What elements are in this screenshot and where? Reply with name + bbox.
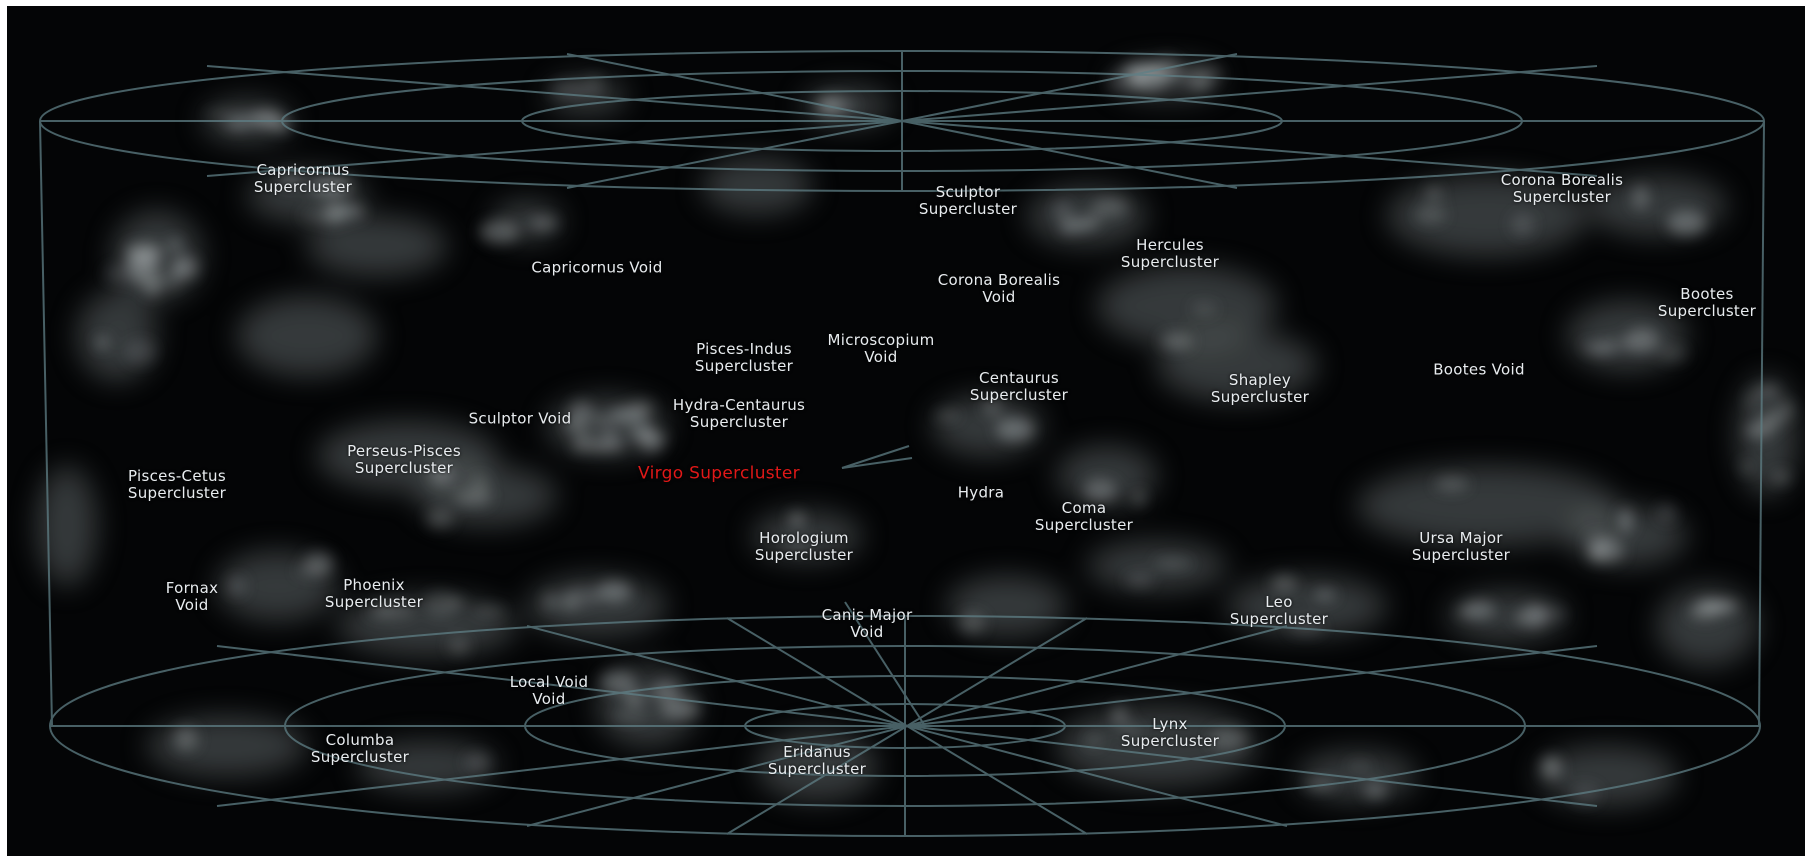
- label-line: Sculptor Void: [468, 409, 572, 428]
- label-pisces-indus-supercluster: Pisces-Indus Supercluster: [695, 341, 793, 375]
- label-leo-supercluster: Leo Supercluster: [1230, 594, 1328, 628]
- label-shapley-supercluster: Shapley Supercluster: [1211, 372, 1309, 406]
- label-line: Supercluster: [1120, 253, 1220, 271]
- label-line: Supercluster: [694, 357, 794, 375]
- label-line: Supercluster: [1512, 188, 1612, 206]
- label-line: Columba: [325, 731, 395, 749]
- label-local-void: Local Void Void: [510, 674, 589, 708]
- label-line: Microscopium: [827, 331, 935, 349]
- label-ursa-major-supercluster: Ursa Major Supercluster: [1412, 530, 1510, 564]
- label-line: Supercluster: [354, 459, 454, 477]
- label-columba-supercluster: Columba Supercluster: [311, 732, 409, 766]
- label-line: Supercluster: [1411, 546, 1511, 564]
- label-line: Coma: [1061, 499, 1107, 517]
- label-line: Corona Borealis: [1500, 171, 1624, 189]
- label-microscopium-void: Microscopium Void: [827, 332, 934, 366]
- label-fornax-void: Fornax Void: [166, 580, 219, 614]
- label-line: Lynx: [1152, 715, 1188, 733]
- label-bootes-supercluster: Bootes Supercluster: [1658, 286, 1756, 320]
- label-line: Capricornus: [256, 161, 350, 179]
- label-line: Bootes Void: [1433, 360, 1525, 379]
- label-line: Supercluster: [324, 593, 424, 611]
- label-lynx-supercluster: Lynx Supercluster: [1121, 716, 1219, 750]
- label-line: Pisces-Cetus: [128, 467, 226, 485]
- label-line: Canis Major: [821, 606, 913, 624]
- label-line: Supercluster: [310, 748, 410, 766]
- label-bootes-void: Bootes Void: [1433, 360, 1525, 379]
- label-line: Perseus-Pisces: [347, 442, 461, 460]
- label-line: Supercluster: [1657, 302, 1757, 320]
- label-sculptor-void: Sculptor Void: [468, 409, 572, 428]
- label-capricornus-void: Capricornus Void: [531, 258, 663, 277]
- label-line: Eridanus: [783, 743, 851, 761]
- label-line: Horologium: [759, 529, 849, 547]
- label-line: Local Void: [509, 673, 589, 691]
- label-line: Shapley: [1228, 371, 1292, 389]
- label-line: Supercluster: [1210, 388, 1310, 406]
- label-line: Corona Borealis: [937, 271, 1061, 289]
- wireframe-cylinder: [7, 6, 1805, 856]
- label-line: Hydra: [957, 483, 1005, 502]
- label-corona-borealis-supercluster: Corona Borealis Supercluster: [1501, 172, 1624, 206]
- label-line: Void: [982, 288, 1016, 306]
- label-corona-borealis-void: Corona Borealis Void: [938, 272, 1061, 306]
- label-line: Ursa Major: [1419, 529, 1503, 547]
- label-line: Centaurus: [979, 369, 1059, 387]
- label-line: Void: [864, 348, 898, 366]
- label-line: Virgo Supercluster: [638, 463, 800, 484]
- label-virgo-supercluster: Virgo Supercluster: [638, 463, 800, 484]
- label-line: Supercluster: [689, 413, 789, 431]
- label-centaurus-supercluster: Centaurus Supercluster: [970, 370, 1068, 404]
- label-perseus-pisces-supercluster: Perseus-Pisces Supercluster: [347, 443, 461, 477]
- label-line: Void: [532, 690, 566, 708]
- label-pisces-cetus-supercluster: Pisces-Cetus Supercluster: [128, 468, 226, 502]
- label-line: Supercluster: [1034, 516, 1134, 534]
- label-phoenix-supercluster: Phoenix Supercluster: [325, 577, 423, 611]
- label-line: Supercluster: [969, 386, 1069, 404]
- label-hydra-centaurus-supercluster: Hydra-Centaurus Supercluster: [673, 397, 805, 431]
- label-line: Supercluster: [127, 484, 227, 502]
- label-line: Phoenix: [343, 576, 405, 594]
- label-sculptor-supercluster: Sculptor Supercluster: [919, 184, 1017, 218]
- label-coma-supercluster: Coma Supercluster: [1035, 500, 1133, 534]
- label-hercules-supercluster: Hercules Supercluster: [1121, 237, 1219, 271]
- label-line: Fornax: [165, 579, 219, 597]
- universe-map: Capricornus Supercluster Sculptor Superc…: [7, 6, 1805, 856]
- label-horologium-supercluster: Horologium Supercluster: [755, 530, 853, 564]
- label-line: Hercules: [1136, 236, 1204, 254]
- label-line: Leo: [1265, 593, 1293, 611]
- label-canis-major-void: Canis Major Void: [822, 607, 913, 641]
- label-line: Capricornus Void: [531, 258, 663, 277]
- label-line: Supercluster: [754, 546, 854, 564]
- label-line: Supercluster: [767, 760, 867, 778]
- label-line: Pisces-Indus: [696, 340, 792, 358]
- label-line: Hydra-Centaurus: [672, 396, 806, 414]
- label-line: Sculptor: [935, 183, 1001, 201]
- label-capricornus-supercluster: Capricornus Supercluster: [254, 162, 352, 196]
- label-line: Supercluster: [1229, 610, 1329, 628]
- label-line: Void: [850, 623, 884, 641]
- label-line: Supercluster: [253, 178, 353, 196]
- label-line: Supercluster: [1120, 732, 1220, 750]
- label-line: Supercluster: [918, 200, 1018, 218]
- label-hydra: Hydra: [957, 483, 1005, 502]
- label-line: Bootes: [1680, 285, 1734, 303]
- label-eridanus-supercluster: Eridanus Supercluster: [768, 744, 866, 778]
- label-line: Void: [175, 596, 209, 614]
